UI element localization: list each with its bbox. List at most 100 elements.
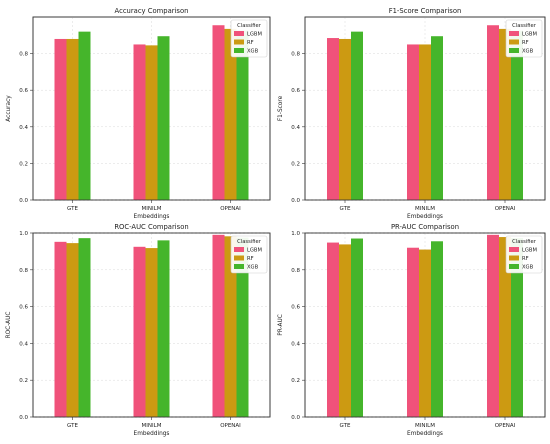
legend-label-rf: RF — [522, 256, 529, 262]
y-tick-label: 0.4 — [19, 341, 28, 347]
legend: Classifier LGBM RF XGB — [230, 235, 268, 274]
y-tick-label: 0.6 — [19, 305, 28, 311]
y-tick-label: 0.2 — [19, 161, 28, 167]
bar-lgbm-minilm — [133, 44, 146, 201]
y-tick-label: 1.0 — [291, 231, 300, 237]
legend-label-lgbm: LGBM — [247, 32, 262, 38]
legend-swatch-rf — [234, 39, 244, 45]
x-tick-label: MINILM — [415, 423, 435, 429]
bar-lgbm-gte — [54, 241, 67, 417]
legend: Classifier LGBM RF XGB — [230, 19, 268, 58]
legend-label-rf: RF — [247, 40, 254, 46]
y-tick-label: 0.2 — [291, 161, 300, 167]
y-tick-label: 0.6 — [19, 88, 28, 94]
bar-rf-minilm — [145, 45, 158, 200]
y-tick-label: 0.0 — [19, 198, 28, 204]
bar-rf-gte — [66, 38, 79, 201]
y-tick-label: 0.8 — [19, 268, 28, 274]
bar-rf-gte — [339, 38, 351, 201]
x-tick-label: GTE — [340, 423, 351, 429]
bar-lgbm-minilm — [133, 246, 146, 417]
legend-label-lgbm: LGBM — [522, 32, 537, 38]
x-axis-label: Embeddings — [134, 214, 170, 220]
legend-label-xgb: XGB — [522, 49, 534, 55]
chart-title: Accuracy Comparison — [115, 7, 189, 15]
y-tick-label: 0.4 — [291, 341, 300, 347]
legend-label-xgb: XGB — [522, 265, 534, 271]
y-tick-label: 0.6 — [291, 305, 300, 311]
y-tick-label: 0.2 — [19, 378, 28, 384]
legend-title: Classifier — [512, 239, 537, 245]
legend-frame — [230, 235, 268, 274]
bar-lgbm-openai — [487, 25, 499, 200]
legend-swatch-xgb — [509, 264, 519, 269]
x-tick-label: MINILM — [142, 206, 162, 212]
bar-lgbm-gte — [327, 242, 339, 417]
y-tick-label: 1.0 — [19, 231, 28, 237]
legend-swatch-rf — [234, 255, 244, 261]
bar-xgb-openai — [511, 30, 523, 200]
legend: Classifier LGBM RF XGB — [505, 19, 543, 58]
y-tick-label: 0.2 — [291, 378, 300, 384]
legend-swatch-lgbm — [234, 247, 244, 252]
legend-title: Classifier — [512, 23, 537, 29]
legend-label-rf: RF — [247, 256, 254, 262]
bar-rf-minilm — [145, 248, 158, 417]
bar-rf-minilm — [419, 249, 431, 417]
chart-title: ROC-AUC Comparison — [114, 223, 188, 231]
bar-xgb-minilm — [157, 240, 170, 417]
y-axis-label: Accuracy — [6, 95, 12, 122]
bar-lgbm-minilm — [407, 247, 419, 417]
legend-label-rf: RF — [522, 40, 529, 46]
x-tick-label: OPENAI — [495, 423, 516, 429]
legend-swatch-xgb — [234, 264, 244, 269]
bar-lgbm-minilm — [407, 44, 419, 201]
legend-label-xgb: XGB — [247, 265, 259, 271]
legend-label-xgb: XGB — [247, 49, 259, 55]
bar-xgb-gte — [351, 31, 363, 200]
plot-border — [32, 232, 271, 418]
bar-lgbm-openai — [212, 25, 225, 200]
bar-xgb-gte — [78, 238, 91, 417]
legend-swatch-xgb — [234, 48, 244, 53]
legend-swatch-lgbm — [509, 247, 519, 252]
legend-swatch-lgbm — [509, 31, 519, 36]
bar-lgbm-openai — [212, 234, 225, 417]
y-tick-label: 0.0 — [291, 198, 300, 204]
bar-xgb-openai — [511, 238, 523, 417]
x-axis-label: Embeddings — [134, 431, 170, 437]
plot-border — [304, 16, 546, 201]
x-tick-label: GTE — [67, 206, 78, 212]
bar-lgbm-gte — [327, 38, 339, 200]
bar-xgb-minilm — [431, 36, 443, 201]
bar-rf-openai — [224, 236, 237, 417]
y-tick-label: 0.0 — [291, 415, 300, 421]
y-tick-label: 0.6 — [291, 88, 300, 94]
chart-panel-2: 0.0 0.2 0.4 0.6 0.8 GTE MINILM OPENAI F1-Score C… — [278, 7, 546, 220]
x-tick-label: MINILM — [142, 423, 162, 429]
bar-rf-gte — [66, 243, 79, 417]
plot-border — [32, 16, 271, 201]
legend-title: Classifier — [237, 23, 262, 29]
legend: Classifier LGBM RF XGB — [505, 235, 543, 274]
x-tick-label: GTE — [67, 423, 78, 429]
chart-title: PR-AUC Comparison — [391, 223, 459, 231]
x-tick-label: OPENAI — [220, 206, 241, 212]
chart-panel-4: 0.0 0.2 0.4 0.6 0.8 1.0 GTE MINILM OPENAI PR-AUC … — [278, 223, 546, 437]
bar-xgb-gte — [78, 31, 91, 200]
y-tick-label: 0.0 — [19, 415, 28, 421]
x-tick-label: OPENAI — [495, 206, 516, 212]
bar-rf-openai — [499, 28, 511, 200]
bar-xgb-minilm — [157, 36, 170, 201]
y-axis-label: ROC-AUC — [6, 312, 12, 339]
y-axis-label: PR-AUC — [278, 314, 284, 336]
legend-swatch-xgb — [509, 48, 519, 53]
legend-frame — [505, 235, 543, 274]
bar-rf-openai — [499, 237, 511, 417]
y-tick-label: 0.4 — [19, 125, 28, 131]
x-axis-label: Embeddings — [407, 214, 443, 220]
legend-title: Classifier — [237, 239, 262, 245]
bar-rf-minilm — [419, 44, 431, 201]
bar-xgb-gte — [351, 238, 363, 417]
